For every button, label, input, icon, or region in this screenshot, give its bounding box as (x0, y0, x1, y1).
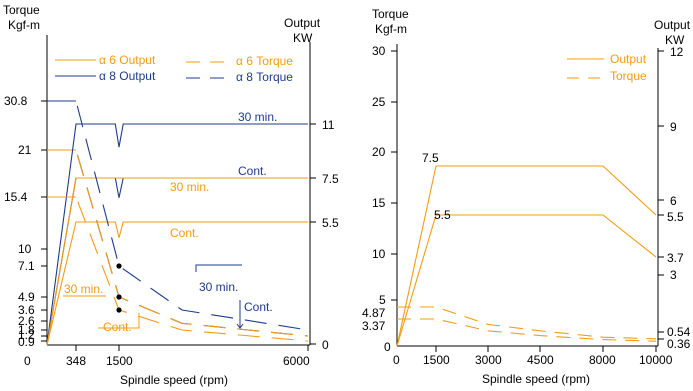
left-ylabel-line2: Kgf-m (8, 18, 40, 32)
left-markers (116, 263, 122, 313)
ytick-label-0: 0 (384, 340, 391, 354)
series-line-output-7-5 (396, 165, 657, 347)
series-line-a6-torque-cont (47, 196, 309, 342)
ytick-label-4-9: 4.9 (18, 290, 35, 304)
left-xlabel: Spindle speed (rpm) (120, 373, 228, 387)
ytick-label-5: 5 (379, 293, 386, 307)
right-legend: Output Torque (567, 52, 647, 83)
callout-blue-cont-arrow (236, 323, 244, 329)
right-series-group (396, 165, 657, 347)
ytick-label-20: 20 (372, 145, 386, 159)
legend-label-torque: Torque (610, 69, 647, 83)
annot-blue-torque-30min: 30 min. (199, 280, 238, 294)
y2tick-label-0-36: 0.36 (667, 337, 691, 351)
annot-blue-output-cont: Cont. (238, 164, 267, 178)
left-y-ticks: 30.8 21 15.4 10 7.1 4.9 3.6 2.6 1.8 1.2 … (4, 94, 47, 349)
y2tick-label-9: 9 (670, 120, 677, 134)
series-line-torque-lower (397, 318, 657, 342)
left-legend: α 6 Output α 6 Torque α 8 Output α 8 Tor… (55, 53, 293, 84)
annot-peak-7-5: 7.5 (422, 151, 439, 165)
ytick-label-30-8: 30.8 (4, 94, 28, 108)
legend-label-a6-output: α 6 Output (99, 53, 156, 67)
annot-orange-output-30min: 30 min. (170, 180, 209, 194)
xtick-label-348: 348 (66, 354, 86, 368)
torque-marker-2 (116, 307, 122, 313)
ytick-label-21: 21 (18, 143, 32, 157)
annot-orange-output-cont: Cont. (170, 226, 199, 240)
legend-label-output: Output (610, 52, 647, 66)
y2tick-label-0-54: 0.54 (667, 325, 691, 339)
annot-blue-torque-cont: Cont. (244, 300, 273, 314)
left-y2label-line2: KW (293, 31, 313, 45)
chart-right: Torque Kgf-m Output KW Output Torque 30 … (362, 7, 691, 386)
right-y2label-line1: Output (654, 18, 691, 32)
ytick-label-4-87: 4.87 (362, 306, 386, 320)
ytick-label-3-37: 3.37 (362, 319, 386, 333)
xtick-label-0: 0 (393, 353, 400, 367)
y2tick-label-3: 3 (670, 268, 677, 282)
series-line-a8-torque-30min (47, 100, 309, 331)
ytick-label-15: 15 (372, 196, 386, 210)
xtick-label-1500: 1500 (423, 353, 450, 367)
legend-label-a6-torque: α 6 Torque (236, 54, 293, 68)
right-y-ticks: 30 25 20 15 10 5 4.87 3.37 0 (362, 44, 397, 354)
ytick-label-3-6: 3.6 (18, 303, 35, 317)
annot-peak-5-5: 5.5 (434, 208, 451, 222)
series-line-a8-output-cont (46, 177, 308, 346)
ytick-label-7-1: 7.1 (18, 259, 35, 273)
xtick-label-10000: 10000 (639, 353, 673, 367)
left-x-ticks: 0 348 1500 6000 (24, 345, 310, 368)
left-y2label-line1: Output (284, 16, 321, 30)
torque-marker-0 (116, 263, 122, 269)
y2tick-label-7-5: 7.5 (322, 172, 339, 186)
xtick-label-3000: 3000 (475, 353, 502, 367)
ytick-label-15-4: 15.4 (4, 190, 28, 204)
annot-blue-output-30min: 30 min. (238, 110, 277, 124)
right-x-ticks: 0 1500 3000 4500 8000 10000 (393, 346, 673, 367)
y2tick-label-6: 6 (670, 194, 677, 208)
y2tick-label-11: 11 (322, 118, 335, 132)
series-line-a6-output-30min (46, 177, 308, 346)
ytick-label-10: 10 (372, 247, 386, 261)
right-ylabel-line1: Torque (372, 7, 409, 21)
xtick-label-0: 0 (24, 354, 31, 368)
ytick-label-30: 30 (372, 44, 386, 58)
right-ylabel-line2: Kgf-m (375, 22, 407, 36)
y2tick-label-5-5: 5.5 (322, 216, 339, 230)
callout-orange-cont (98, 313, 140, 329)
ytick-label-1-8: 1.8 (18, 323, 35, 337)
xtick-label-8000: 8000 (589, 353, 616, 367)
torque-marker-1 (116, 294, 122, 300)
right-y2-ticks: 12 9 6 5.5 3.7 3 0.54 0.36 (658, 45, 691, 351)
y2tick-label-3-7: 3.7 (667, 251, 684, 265)
right-y2label-line2: KW (665, 33, 685, 47)
series-line-output-5-5 (396, 214, 657, 347)
callout-blue-30min (195, 264, 242, 272)
ytick-label-2-6: 2.6 (18, 314, 35, 328)
series-line-a6-output-cont (46, 221, 308, 346)
annot-orange-torque-30min: 30 min. (64, 282, 103, 296)
right-xlabel: Spindle speed (rpm) (482, 372, 590, 386)
series-line-a8-output-30min (46, 123, 308, 346)
left-y2-ticks: 11 7.5 5.5 0 (310, 118, 339, 352)
series-line-torque-upper (397, 306, 657, 340)
xtick-label-6000: 6000 (283, 354, 310, 368)
y2tick-label-12: 12 (670, 45, 684, 59)
legend-label-a8-output: α 8 Output (99, 69, 156, 83)
xtick-label-4500: 4500 (527, 353, 554, 367)
chart-left: Torque Kgf-m Output KW α 6 Output α 6 To… (3, 3, 339, 387)
y2tick-label-5-5: 5.5 (667, 210, 684, 224)
xtick-label-1500: 1500 (106, 354, 133, 368)
ytick-label-1-2: 1.2 (18, 328, 35, 342)
ytick-label-25: 25 (372, 95, 386, 109)
left-ylabel-line1: Torque (3, 3, 40, 17)
y2tick-label-0: 0 (322, 338, 329, 352)
legend-label-a8-torque: α 8 Torque (236, 70, 293, 84)
annot-orange-torque-cont: Cont. (103, 320, 132, 334)
ytick-label-10: 10 (18, 242, 32, 256)
ytick-label-0-9: 0.9 (18, 335, 35, 349)
